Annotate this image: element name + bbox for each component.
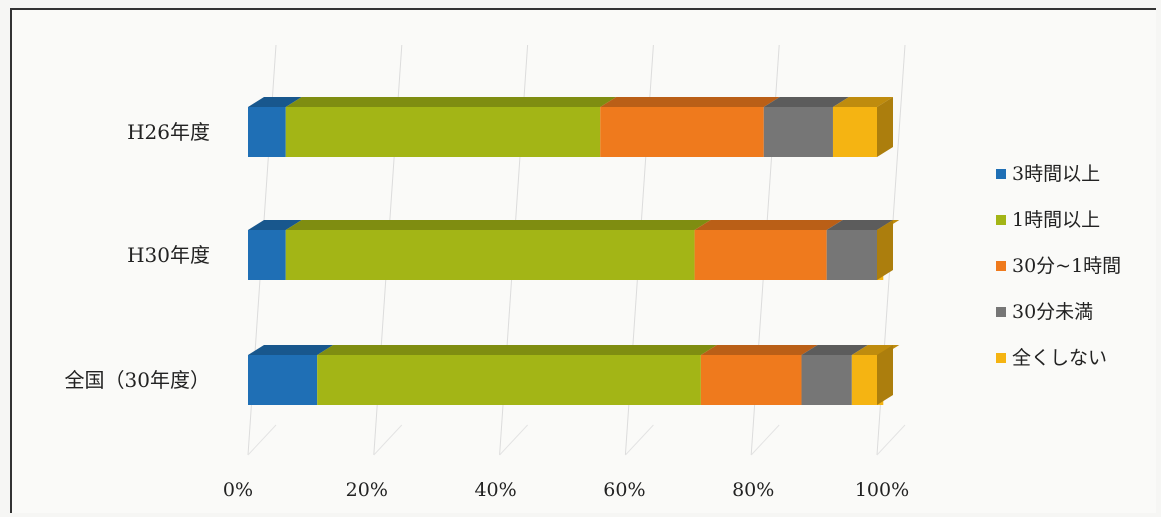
x-tick-label: 80% (732, 479, 774, 501)
bar-segment (694, 220, 843, 280)
bar-segment (700, 345, 818, 405)
legend-swatch (996, 215, 1006, 225)
floor-line (499, 424, 528, 456)
bar-segment (248, 97, 302, 157)
floor-line (625, 424, 654, 456)
bar-segment (600, 97, 780, 157)
bar-segment (801, 345, 868, 405)
bar-segment (285, 97, 617, 157)
bar-segment (317, 345, 717, 405)
x-tick-label: 20% (346, 479, 388, 501)
bar-side-face (877, 97, 893, 157)
legend-swatch (996, 169, 1006, 179)
legend-swatch (996, 261, 1006, 271)
bar-side-face (877, 345, 893, 405)
floor-line (750, 424, 780, 456)
bar-side-face (877, 220, 893, 280)
legend-label: 1時間以上 (1012, 209, 1100, 231)
floor-line (373, 424, 403, 456)
bar-segment (248, 345, 334, 405)
x-tick-label: 0% (223, 479, 253, 501)
category-label: H30年度 (127, 243, 210, 267)
legend-label: 3時間以上 (1012, 163, 1100, 185)
legend-swatch (996, 307, 1006, 317)
floor-line (247, 424, 277, 456)
category-label: H26年度 (127, 120, 210, 144)
legend-label: 30分~1時間 (1012, 255, 1121, 277)
category-label: 全国（30年度） (65, 368, 210, 392)
bar-segment (248, 220, 302, 280)
floor-line (876, 424, 906, 456)
legend-label: 30分未満 (1012, 301, 1093, 323)
bar-segment (285, 220, 711, 280)
bar-segment (763, 97, 849, 157)
legend-label: 全くしない (1012, 347, 1107, 369)
bar-segment (826, 220, 893, 280)
legend-swatch (996, 353, 1006, 363)
x-tick-label: 40% (474, 479, 516, 501)
x-tick-label: 60% (603, 479, 645, 501)
bar-segment (832, 97, 893, 157)
bars-layer (248, 97, 900, 405)
x-tick-label: 100% (855, 479, 909, 501)
